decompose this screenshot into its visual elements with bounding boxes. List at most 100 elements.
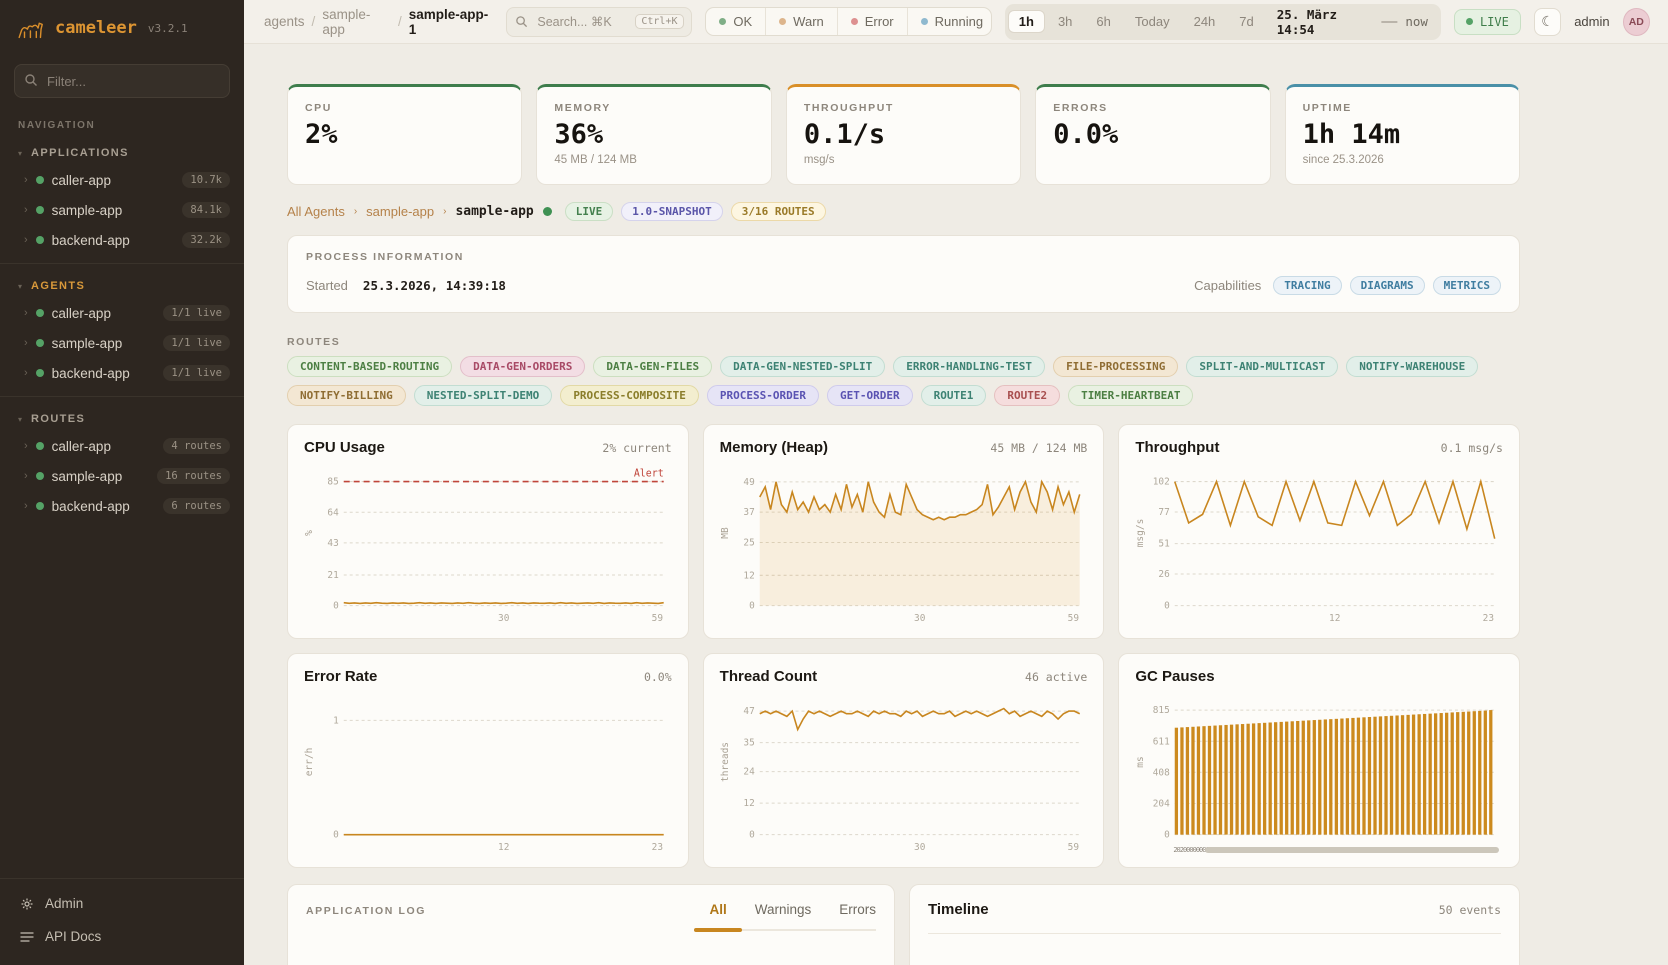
sidebar-item-sample-app[interactable]: › sample-app 1/1 live (0, 328, 244, 358)
sidebar-section-label: AGENTS (31, 280, 86, 292)
metric-card-cpu: CPU 2% (287, 84, 523, 185)
filter-ok[interactable]: OK (706, 8, 767, 35)
live-status-badge[interactable]: LIVE (1453, 8, 1521, 35)
route-tag-data-gen-files[interactable]: DATA-GEN-FILES (593, 356, 713, 377)
timeline-title: Timeline (928, 901, 989, 918)
sidebar-item-label: backend-app (51, 232, 130, 248)
throughput-chart: msg/s 102 77 51 26 0 12 23 (1135, 460, 1503, 626)
route-tags: CONTENT-BASED-ROUTING DATA-GEN-ORDERS DATA… (287, 356, 1520, 406)
log-tab-all[interactable]: All (709, 902, 727, 917)
log-tab-errors[interactable]: Errors (839, 902, 876, 917)
route-tag-data-gen-nested-split[interactable]: DATA-GEN-NESTED-SPLIT (720, 356, 886, 377)
svg-text:43: 43 (327, 538, 339, 549)
status-dot-icon (920, 18, 928, 25)
brand: cameleer v3.2.1 (0, 0, 244, 56)
caret-icon: ▾ (18, 148, 23, 158)
route-tag-notify-billing[interactable]: NOTIFY-BILLING (287, 385, 406, 406)
status-dot-icon (35, 502, 44, 510)
avatar[interactable]: AD (1622, 7, 1650, 36)
route-tag-process-composite[interactable]: PROCESS-COMPOSITE (560, 385, 699, 406)
route-tag-process-order[interactable]: PROCESS-ORDER (706, 385, 819, 406)
metric-label: MEMORY (554, 102, 611, 114)
breadcrumb-agents[interactable]: agents (264, 14, 305, 29)
sidebar-section-header-routes[interactable]: ▾ ROUTES (0, 405, 244, 431)
sidebar-item-sample-app[interactable]: › sample-app 16 routes (0, 461, 244, 491)
search-input[interactable] (535, 13, 636, 30)
svg-text:0: 0 (333, 601, 339, 612)
svg-text:23: 23 (652, 842, 664, 853)
route-tag-nested-split-demo[interactable]: NESTED-SPLIT-DEMO (413, 385, 553, 406)
sidebar-api-docs-link[interactable]: API Docs (0, 920, 244, 953)
range-today[interactable]: Today (1124, 10, 1181, 33)
date-range-start[interactable]: 25. März 14:54 (1276, 6, 1337, 37)
sidebar-filter-input[interactable] (14, 64, 230, 98)
dark-mode-toggle[interactable]: ☾ (1533, 7, 1562, 36)
capabilities-label: Capabilities (1194, 278, 1262, 293)
sidebar-item-caller-app[interactable]: › caller-app 4 routes (0, 431, 244, 461)
route-tag-route1[interactable]: ROUTE1 (920, 385, 987, 406)
range-6h[interactable]: 6h (1085, 10, 1121, 33)
sidebar-nav-sections: ▾ APPLICATIONS › caller-app 10.7k › sample-app… (0, 135, 244, 533)
route-tag-content-based-routing[interactable]: CONTENT-BASED-ROUTING (287, 356, 453, 377)
chart-meta: 2% current (602, 441, 672, 455)
chevron-right-icon: › (24, 440, 28, 452)
capability-badge-tracing: TRACING (1273, 276, 1342, 295)
route-tag-get-order[interactable]: GET-ORDER (827, 385, 913, 406)
log-tabs-underline (694, 928, 876, 932)
agent-crumb-separator: › (353, 206, 358, 217)
sidebar-item-label: backend-app (51, 365, 130, 381)
route-tag-split-and-multicast[interactable]: SPLIT-AND-MULTICAST (1186, 356, 1339, 377)
user-name[interactable]: admin (1574, 14, 1610, 29)
gc-x-scrollbar[interactable] (1205, 847, 1499, 853)
chevron-right-icon: › (24, 234, 28, 246)
topbar-right: 1h 3h 6h Today 24h 7d 25. März 14:54 — now LI… (1004, 3, 1650, 40)
log-tab-warnings[interactable]: Warnings (754, 902, 812, 917)
navigation-label: NAVIGATION (18, 120, 96, 131)
route-tag-file-processing[interactable]: FILE-PROCESSING (1053, 356, 1179, 377)
filter-error[interactable]: Error (838, 8, 908, 35)
sidebar-item-backend-app[interactable]: › backend-app 1/1 live (0, 358, 244, 388)
svg-text:0: 0 (333, 830, 339, 841)
metric-card-memory: MEMORY 36% 45 MB / 124 MB (536, 84, 772, 185)
svg-text:23: 23 (1483, 613, 1495, 624)
sidebar-section-label: ROUTES (31, 413, 86, 425)
route-tag-route2[interactable]: ROUTE2 (994, 385, 1061, 406)
range-3h[interactable]: 3h (1047, 10, 1083, 33)
route-tag-notify-warehouse[interactable]: NOTIFY-WAREHOUSE (1346, 356, 1479, 377)
topbar: agents / sample-app / sample-app-1 Ctrl+… (244, 0, 1668, 44)
gear-icon (21, 898, 33, 909)
route-tag-error-handling-test[interactable]: ERROR-HANDLING-TEST (893, 356, 1046, 377)
filter-running[interactable]: Running (908, 8, 991, 35)
sidebar-item-caller-app[interactable]: › caller-app 10.7k (0, 165, 244, 195)
caret-icon: ▾ (18, 281, 23, 291)
route-tag-data-gen-orders[interactable]: DATA-GEN-ORDERS (460, 356, 586, 377)
range-1h[interactable]: 1h (1007, 10, 1045, 33)
agent-crumb-all[interactable]: All Agents (287, 204, 345, 219)
agent-crumb-current: sample-app (455, 204, 534, 219)
range-24h[interactable]: 24h (1183, 10, 1227, 33)
sidebar-item-backend-app[interactable]: › backend-app 6 routes (0, 491, 244, 521)
capabilities: Capabilities TRACING DIAGRAMS METRICS (1194, 276, 1501, 295)
capability-badge-diagrams: DIAGRAMS (1349, 276, 1425, 295)
sidebar-admin-link[interactable]: Admin (0, 887, 244, 920)
breadcrumb-sample-app[interactable]: sample-app (322, 6, 371, 37)
filter-warn[interactable]: Warn (766, 8, 838, 35)
svg-text:59: 59 (1067, 842, 1079, 853)
global-search[interactable]: Ctrl+K (506, 6, 693, 37)
sidebar-item-backend-app[interactable]: › backend-app 32.2k (0, 225, 244, 255)
sidebar-section-header-agents[interactable]: ▾ AGENTS (0, 272, 244, 298)
sidebar-item-sample-app[interactable]: › sample-app 84.1k (0, 195, 244, 225)
route-tag-timer-heartbeat[interactable]: TIMER-HEARTBEAT (1068, 385, 1194, 406)
date-range-end[interactable]: now (1405, 14, 1428, 29)
process-information-panel: PROCESS INFORMATION Started 25.3.2026, 1… (287, 235, 1520, 313)
agent-crumb-app[interactable]: sample-app (366, 204, 435, 219)
capability-badges: TRACING DIAGRAMS METRICS (1273, 276, 1501, 295)
chart-meta: 45 MB / 124 MB (990, 441, 1088, 455)
chart-title: Throughput (1135, 439, 1220, 456)
chevron-right-icon: › (24, 204, 28, 216)
sidebar-section-header-applications[interactable]: ▾ APPLICATIONS (0, 139, 244, 165)
sidebar-admin-label: Admin (45, 896, 84, 911)
status-dot-icon (35, 369, 44, 377)
range-7d[interactable]: 7d (1228, 10, 1264, 33)
sidebar-item-caller-app[interactable]: › caller-app 1/1 live (0, 298, 244, 328)
